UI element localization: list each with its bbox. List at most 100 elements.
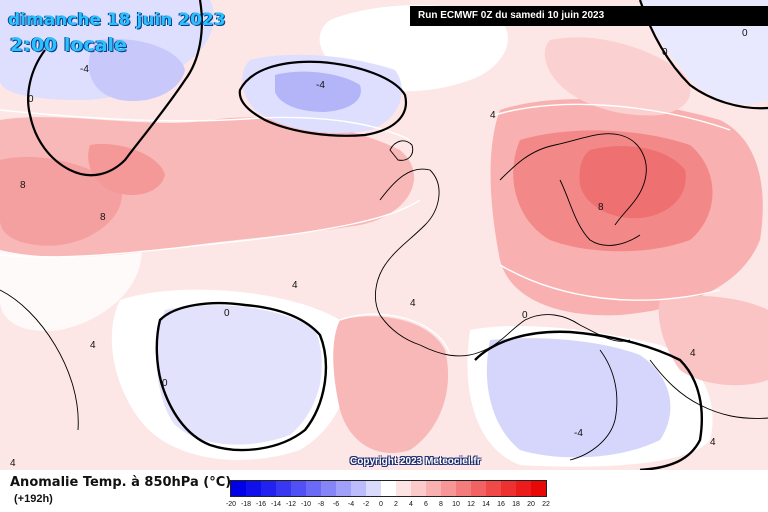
color-scale-cell [276,481,291,496]
warm-anomaly-greenland-south [88,144,165,195]
isoline-label: 0 [522,310,528,321]
warm-anomaly-labrador [0,156,122,246]
color-scale-cell [246,481,261,496]
color-scale-label: 4 [409,501,413,508]
contour-line [494,103,731,131]
coastline-western-europe [374,168,440,346]
color-scale-label: 12 [467,501,475,508]
coastline-scandinavia [499,133,647,226]
warm-anomaly-barents [544,37,691,116]
color-scale-cell [336,481,351,496]
contour-line [499,264,721,301]
warm-anomaly-iberia [333,316,449,454]
color-scale-cell [381,481,396,496]
color-scale-cell [471,481,486,496]
isoline-label: 0 [224,308,230,319]
color-scale-label: 2 [394,501,398,508]
coastline-southern-europe [419,314,631,357]
isoline-label: -4 [316,80,325,91]
color-scale-label: -16 [255,501,267,508]
color-scale-cell [366,481,381,496]
contour-line [339,313,451,356]
color-scale-label: -4 [347,501,355,508]
coastline-italy [569,349,618,461]
isoline-label: 0 [162,378,168,389]
cool-anomaly-greenland-core [88,39,185,102]
outline-iceland-zone [238,60,408,137]
isoline-label: 0 [28,94,34,105]
coastline-baltic [559,179,641,246]
copyright-notice: Copyright 2023 Meteociel.fr [350,456,481,467]
color-scale-cell [456,481,471,496]
outline-azores-zone [155,301,328,452]
color-scale-label: -8 [317,501,325,508]
isoline-label: 0 [662,47,668,58]
isoline-label: 4 [710,437,716,448]
color-scale-label: 0 [379,501,383,508]
color-scale-label: -12 [285,501,297,508]
color-scale-bar [230,480,547,497]
color-scale-label: -2 [362,501,370,508]
color-scale-label: -14 [270,501,282,508]
isoline-label: 8 [100,212,106,223]
coastline-greenland [27,0,203,177]
isoline-label: 4 [690,348,696,359]
color-scale-cell [426,481,441,496]
isoline-label: 4 [10,458,16,469]
color-scale-label: 20 [527,501,535,508]
legend-footer: Anomalie Temp. à 850hPa (°C) (+192h) -20… [0,470,768,512]
isoline-label: 8 [598,202,604,213]
color-scale-label: 8 [439,501,443,508]
model-run-banner: Run ECMWF 0Z du samedi 10 juin 2023 [410,6,768,26]
cool-anomaly-azores [156,305,322,445]
coastline-islands [389,140,414,161]
isoline-label: 4 [292,280,298,291]
color-scale-cell [501,481,516,496]
color-scale-cell [291,481,306,496]
isoline-label: 4 [90,340,96,351]
isoline-label: 8 [20,180,26,191]
isoline-label: -4 [574,428,583,439]
warm-anomaly-baltic [579,146,686,219]
color-scale-cell [306,481,321,496]
color-scale-cell [441,481,456,496]
color-scale-cell [231,481,246,496]
cool-anomaly-mediterranean [486,338,671,458]
legend-title: Anomalie Temp. à 850hPa (°C) [10,475,230,490]
anomaly-map-canvas: -4 0 8 8 -4 4 8 0 0 4 0 4 0 4 0 -4 4 4 4 [0,0,768,470]
color-scale-cell [261,481,276,496]
color-scale-cell [351,481,366,496]
warm-anomaly-east [658,295,768,386]
color-scale-cell [396,481,411,496]
isoline-label: -4 [80,64,89,75]
color-scale-cell [486,481,501,496]
color-scale-labels: -20 -18 -16 -14 -12 -10 -8 -6 -4 -2 0 2 4 6 8 10 12 14 16 1… [226,501,570,511]
coastline-balkans [649,359,768,419]
color-scale-label: 18 [512,501,520,508]
color-scale-label: -20 [225,501,237,508]
isoline-label: 4 [410,298,416,309]
color-scale-label: 14 [482,501,490,508]
isoline-label: 0 [742,28,748,39]
forecast-hour-label: (+192h) [14,493,53,505]
contour-line [0,109,411,141]
color-scale-cell [516,481,531,496]
forecast-time-title: 2:00 locale [10,34,127,56]
cool-anomaly-iceland-core [275,71,361,112]
color-scale-cell [531,481,546,496]
isoline-label: 4 [490,110,496,121]
outline-mediterranean-zone [474,330,703,470]
color-scale-label: 16 [497,501,505,508]
color-scale-cell [411,481,426,496]
color-scale-label: -18 [240,501,252,508]
color-scale-label: -6 [332,501,340,508]
contour-line [0,199,421,258]
color-scale-label: 6 [424,501,428,508]
color-scale-label: 10 [452,501,460,508]
forecast-date-title: dimanche 18 juin 2023 [8,10,226,30]
color-scale-cell [321,481,336,496]
color-scale-label: -10 [300,501,312,508]
coastline-west [0,289,79,431]
color-scale-label: 22 [542,501,550,508]
